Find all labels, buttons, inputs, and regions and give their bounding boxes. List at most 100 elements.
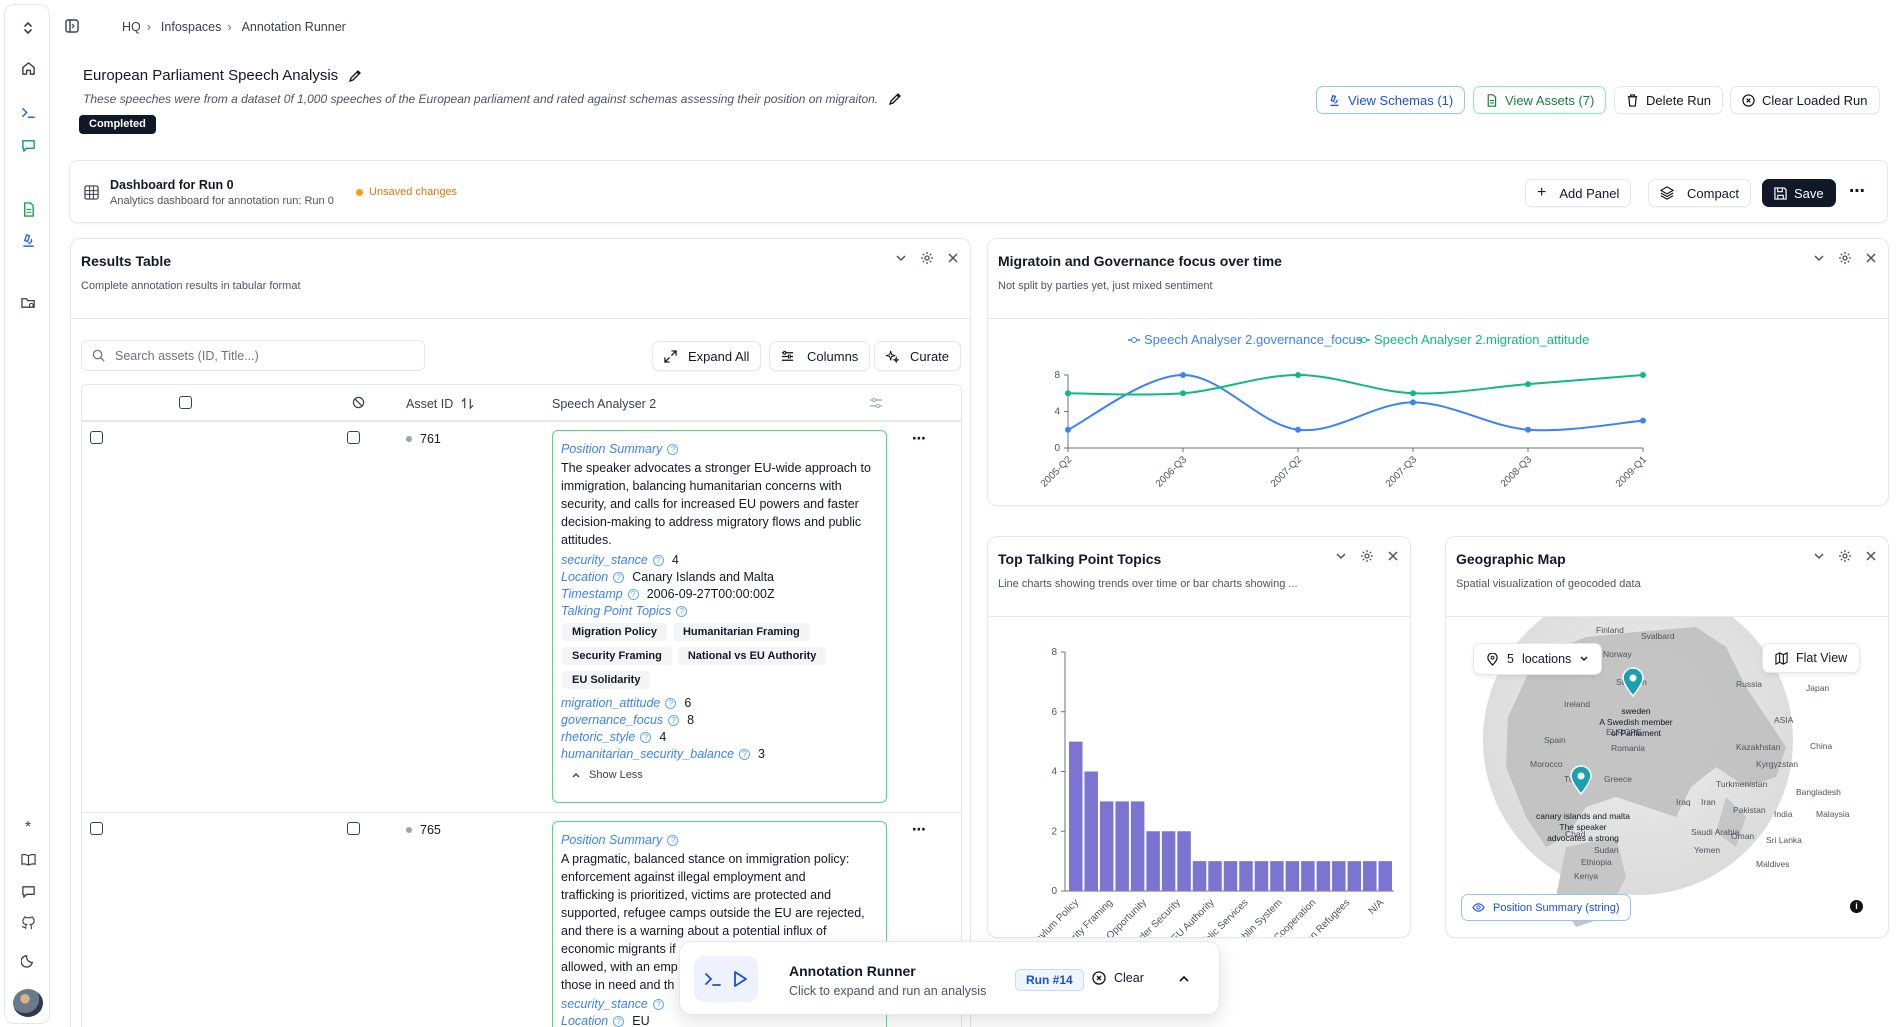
bar — [1069, 741, 1083, 891]
column-settings-icon[interactable] — [869, 396, 883, 410]
clear-loaded-run-button[interactable]: Clear Loaded Run — [1730, 86, 1880, 114]
gear-icon[interactable] — [1838, 251, 1852, 265]
asterisk-icon[interactable]: * — [24, 819, 32, 836]
help-icon[interactable]: ? — [652, 555, 664, 567]
book-icon[interactable] — [17, 848, 39, 870]
map-place-label: ASIA — [1774, 715, 1794, 725]
chevron-down-icon[interactable] — [1812, 251, 1826, 265]
sidebar-toggle-icon[interactable] — [64, 18, 80, 34]
chevron-down-icon[interactable] — [894, 251, 908, 265]
legend-label: Speech Analyser 2.governance_focus — [1144, 332, 1363, 347]
home-icon[interactable] — [17, 57, 39, 79]
annotation-runner-bar[interactable]: Annotation Runner Click to expand and ru… — [679, 941, 1220, 1015]
breadcrumb-item[interactable]: Infospaces — [160, 20, 222, 34]
row-exclude-checkbox[interactable] — [347, 431, 360, 444]
help-icon[interactable]: ? — [667, 835, 679, 847]
expand-all-button[interactable]: Expand All — [652, 341, 762, 371]
avatar[interactable] — [13, 989, 43, 1017]
chevron-up-icon[interactable] — [1178, 973, 1190, 985]
show-less-button[interactable]: Show Less — [571, 769, 878, 781]
help-icon[interactable]: ? — [739, 749, 751, 761]
panel-title: Migratoin and Governance focus over time — [998, 253, 1282, 269]
breadcrumb-item[interactable]: HQ — [122, 20, 141, 34]
help-icon[interactable]: ? — [652, 999, 664, 1011]
curate-button[interactable]: Curate — [874, 341, 962, 371]
search-input[interactable]: Search assets (ID, Title...) — [81, 340, 425, 371]
field-value: EU — [632, 1014, 650, 1027]
gear-icon[interactable] — [1838, 549, 1852, 563]
view-assets-button[interactable]: View Assets (7) — [1473, 86, 1607, 114]
map-place-label: Finland — [1596, 625, 1624, 635]
dot-icon — [406, 436, 412, 442]
add-panel-button[interactable]: + Add Panel — [1525, 179, 1632, 207]
help-icon[interactable]: ? — [613, 572, 625, 584]
x-tick-label: N/A — [1367, 897, 1387, 917]
row-checkbox[interactable] — [90, 822, 103, 835]
sliders-icon — [781, 350, 794, 363]
chat-icon[interactable] — [17, 134, 39, 156]
help-icon[interactable]: ? — [665, 698, 677, 710]
help-icon[interactable]: ? — [627, 589, 639, 601]
bar — [1285, 861, 1300, 891]
document-icon[interactable] — [17, 198, 39, 220]
annotation-card: Position Summary? A pragmatic, balanced … — [552, 821, 887, 1027]
locations-dropdown[interactable]: 5 locations — [1473, 643, 1603, 675]
close-icon[interactable] — [1386, 549, 1400, 563]
view-schemas-button[interactable]: View Schemas (1) — [1316, 86, 1466, 114]
map-place-label: Turkmenistan — [1716, 779, 1768, 789]
ban-icon[interactable] — [352, 396, 365, 409]
y-tick-label: 8 — [1054, 370, 1060, 381]
row-more-icon[interactable]: ⋯ — [912, 430, 926, 446]
row-checkbox[interactable] — [90, 431, 103, 444]
close-icon[interactable] — [1864, 549, 1878, 563]
panel-controls — [1812, 251, 1878, 265]
compact-button[interactable]: Compact — [1648, 179, 1752, 207]
marker-label: canary islands and malta The speaker adv… — [1535, 811, 1631, 843]
flat-view-button[interactable]: Flat View — [1762, 643, 1861, 673]
message-icon[interactable] — [17, 880, 39, 902]
help-icon[interactable]: ? — [613, 1016, 625, 1027]
info-icon[interactable]: i — [1850, 900, 1863, 913]
help-icon[interactable]: ? — [640, 732, 652, 744]
runner-clear-button[interactable]: Clear — [1092, 971, 1144, 985]
breadcrumb-item[interactable]: Annotation Runner — [241, 20, 346, 34]
map-marker-pin[interactable] — [1621, 667, 1645, 697]
chevron-updown-icon[interactable] — [17, 17, 39, 39]
gear-icon[interactable] — [1360, 549, 1374, 563]
folder-settings-icon[interactable] — [17, 291, 39, 313]
terminal-icon[interactable] — [17, 101, 39, 123]
edit-pencil-icon[interactable] — [888, 92, 902, 106]
help-icon[interactable]: ? — [667, 444, 679, 456]
more-options-icon[interactable]: ⋯ — [1849, 183, 1865, 200]
select-all-checkbox[interactable] — [179, 396, 192, 409]
chevron-down-icon[interactable] — [1334, 549, 1348, 563]
map-marker-pin[interactable] — [1569, 765, 1593, 795]
row-exclude-checkbox[interactable] — [347, 822, 360, 835]
column-asset-id[interactable]: Asset ID — [406, 397, 474, 411]
topic-tag: Humanitarian Framing — [672, 623, 810, 641]
close-icon[interactable] — [946, 251, 960, 265]
grid-icon — [84, 185, 99, 200]
microscope-icon[interactable] — [17, 229, 39, 251]
position-summary-toggle[interactable]: Position Summary (string) — [1461, 894, 1631, 921]
columns-button[interactable]: Columns — [769, 341, 871, 371]
row-more-icon[interactable]: ⋯ — [912, 821, 926, 837]
chevron-up-icon — [571, 770, 581, 780]
runner-icon-box[interactable] — [694, 956, 758, 1002]
y-tick-label: 0 — [1054, 443, 1060, 454]
marker-label: sweden A Swedish member of Parliament — [1599, 706, 1673, 738]
edit-pencil-icon[interactable] — [348, 69, 362, 83]
delete-run-button[interactable]: Delete Run — [1614, 86, 1724, 114]
map-place-label: Romania — [1611, 743, 1646, 753]
save-button[interactable]: Save — [1762, 179, 1836, 207]
help-icon[interactable]: ? — [668, 715, 680, 727]
map-place-label: China — [1810, 741, 1833, 751]
help-icon[interactable]: ? — [676, 606, 688, 618]
gear-icon[interactable] — [920, 251, 934, 265]
search-icon — [92, 349, 105, 362]
chevron-down-icon[interactable] — [1812, 549, 1826, 563]
close-icon[interactable] — [1864, 251, 1878, 265]
moon-icon[interactable] — [17, 949, 39, 971]
topic-tag: Security Framing — [562, 647, 672, 665]
github-icon[interactable] — [17, 912, 39, 934]
